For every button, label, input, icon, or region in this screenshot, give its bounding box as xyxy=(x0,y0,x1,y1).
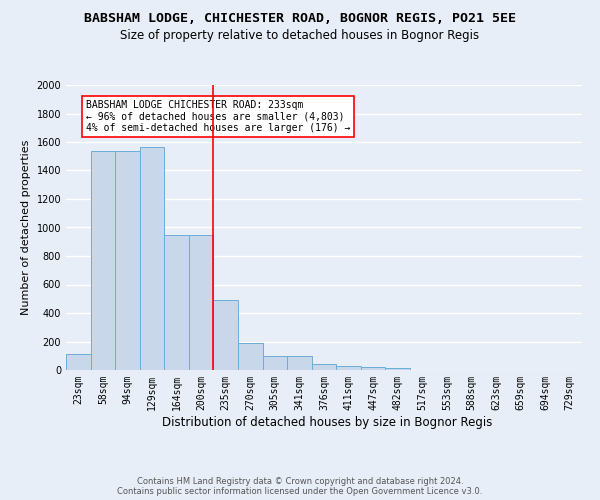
Bar xyxy=(361,367,385,370)
Bar xyxy=(140,147,164,370)
Bar xyxy=(336,366,361,370)
Bar xyxy=(287,356,312,370)
Bar xyxy=(214,300,238,370)
Bar xyxy=(312,364,336,370)
Bar xyxy=(164,234,189,370)
Bar xyxy=(189,234,214,370)
Text: BABSHAM LODGE, CHICHESTER ROAD, BOGNOR REGIS, PO21 5EE: BABSHAM LODGE, CHICHESTER ROAD, BOGNOR R… xyxy=(84,12,516,26)
Bar xyxy=(238,343,263,370)
Bar xyxy=(66,354,91,370)
Y-axis label: Number of detached properties: Number of detached properties xyxy=(21,140,31,315)
Text: Contains HM Land Registry data © Crown copyright and database right 2024.
Contai: Contains HM Land Registry data © Crown c… xyxy=(118,476,482,496)
Bar xyxy=(115,150,140,370)
Bar xyxy=(263,356,287,370)
Text: Size of property relative to detached houses in Bognor Regis: Size of property relative to detached ho… xyxy=(121,29,479,42)
Text: Distribution of detached houses by size in Bognor Regis: Distribution of detached houses by size … xyxy=(162,416,492,429)
Text: BABSHAM LODGE CHICHESTER ROAD: 233sqm
← 96% of detached houses are smaller (4,80: BABSHAM LODGE CHICHESTER ROAD: 233sqm ← … xyxy=(86,100,350,133)
Bar xyxy=(91,150,115,370)
Bar xyxy=(385,368,410,370)
